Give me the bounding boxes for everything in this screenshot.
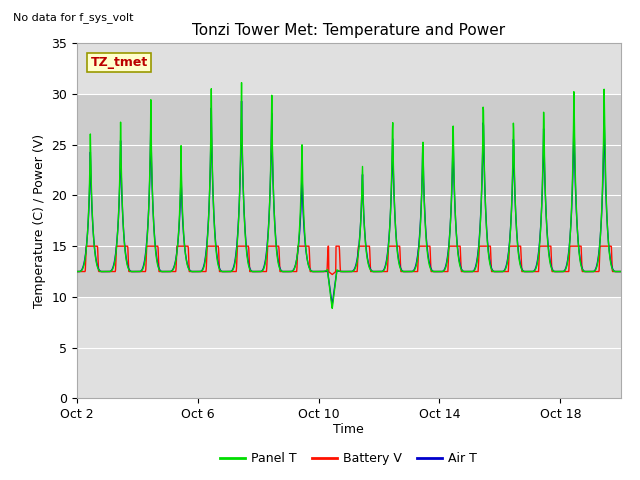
Bar	[77, 94, 621, 297]
X-axis label: Time: Time	[333, 422, 364, 435]
Text: No data for f_sys_volt: No data for f_sys_volt	[13, 12, 133, 23]
Y-axis label: Temperature (C) / Power (V): Temperature (C) / Power (V)	[33, 134, 45, 308]
Title: Tonzi Tower Met: Temperature and Power: Tonzi Tower Met: Temperature and Power	[192, 23, 506, 38]
Text: TZ_tmet: TZ_tmet	[90, 56, 148, 69]
Legend: Panel T, Battery V, Air T: Panel T, Battery V, Air T	[215, 447, 483, 470]
